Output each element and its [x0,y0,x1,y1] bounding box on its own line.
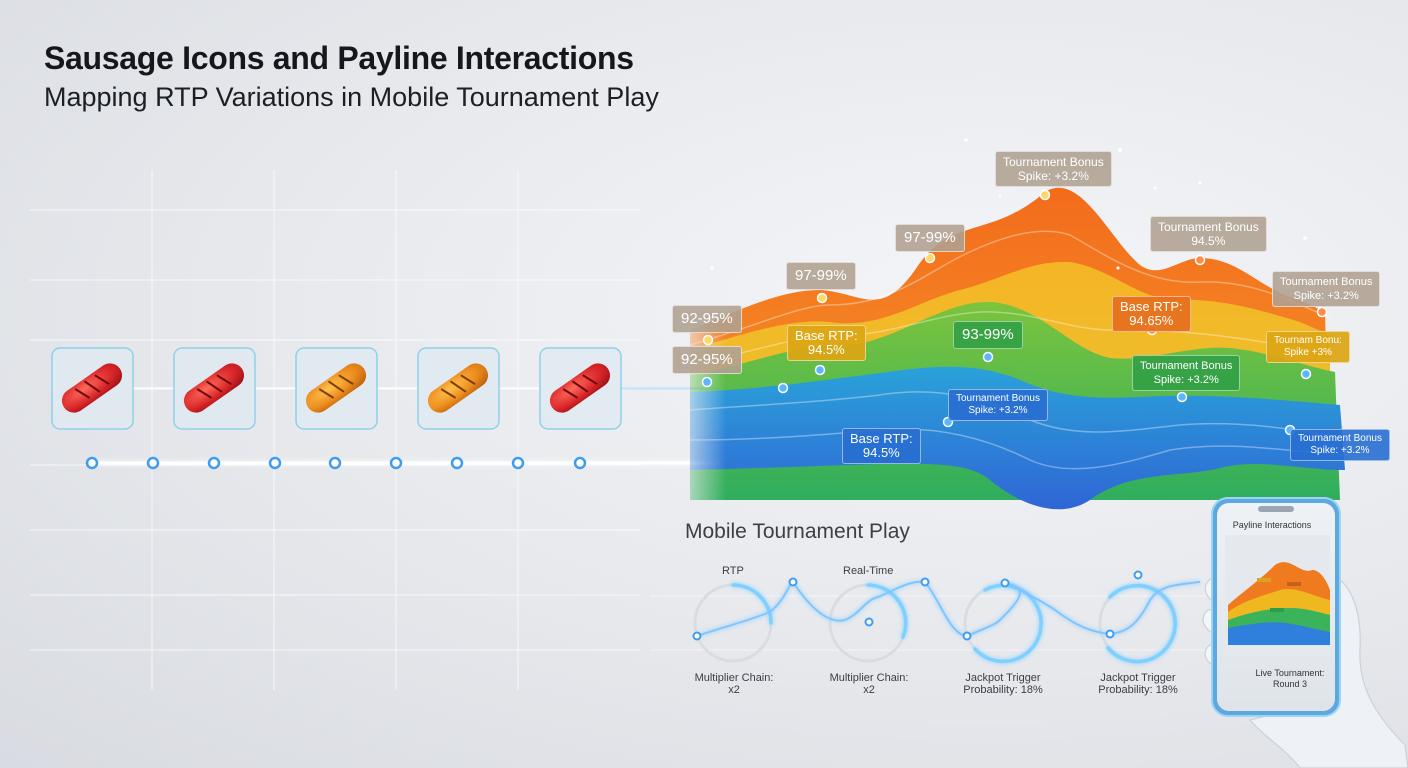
chart-marker [1194,254,1206,266]
gauge-node [1105,629,1115,639]
base-rtp-label: Base RTP: 94.5% [787,325,866,361]
gauge-node [864,617,874,627]
payline-node [268,456,282,470]
hand-illustration [1248,574,1408,768]
gauge-bottom-label: Jackpot Trigger Probability: 18% [1098,672,1178,696]
tournament-bonus-label: Tournament Bonus 94.5% [1150,216,1267,252]
base-rtp-label: Base RTP: 94.5% [842,428,921,464]
phone-screen-footer: Live Tournament: Round 3 [1255,668,1325,689]
gauge-node [692,631,702,641]
gauge-bottom-label: Multiplier Chain: x2 [694,672,774,696]
tournament-bonus-label: Tournament Bonus Spike: +3.2% [1272,271,1381,307]
reel-tiles [51,347,622,430]
chart-marker [982,351,994,363]
payline-node [389,456,403,470]
background-grid [30,170,640,690]
gauge-section [650,570,1230,664]
rtp-range-label: 92-95% [672,305,742,333]
chart-marker [1316,306,1328,318]
chart-marker [924,252,936,264]
rtp-range-label: 92-95% [672,346,742,374]
wave-band-blue [690,366,1345,510]
payline-node [146,456,160,470]
gauge-node [788,577,798,587]
gauge-node [1000,578,1010,588]
reel-tile [51,347,134,430]
chart-marker [701,376,713,388]
sausage-red-icon [61,363,123,413]
mobile-section-title: Mobile Tournament Play [685,520,910,543]
payline-node [511,456,525,470]
gauge-node [920,577,930,587]
chart-marker [777,382,789,394]
gauge-bottom-label: Multiplier Chain: x2 [829,672,909,696]
chart-marker [1039,189,1051,201]
tournament-bonus-label: Tournament Bonus Spike: +3.2% [1290,429,1390,461]
chart-marker [814,364,826,376]
phone-mini-chart [1225,535,1330,655]
chart-marker [816,292,828,304]
base-rtp-label: Base RTP: 94.65% [1112,296,1191,332]
rtp-range-label: 97-99% [786,262,856,290]
gauge-node [1133,570,1143,580]
payline-node [573,456,587,470]
gauge-top-label: RTP [722,565,744,577]
phone-screen-title: Payline Interactions [1232,520,1312,530]
tournament-bonus-label: Tournam Bonu: Spike +3% [1266,331,1350,363]
gauge-bottom-label: Jackpot Trigger Probability: 18% [963,672,1043,696]
hand-holding-phone [1202,497,1408,768]
sausage-red-icon [183,363,245,413]
tournament-bonus-label: Tournament Bonus Spike: +3.2% [948,389,1048,421]
tournament-bonus-label: Tournament Bonus Spike: +3.2% [995,151,1112,187]
sausage-red-icon [549,363,611,413]
gauge-node [962,631,972,641]
payline-node [450,456,464,470]
sausage-orange-icon [427,363,489,413]
reel-tile [295,347,378,430]
chart-marker [702,334,714,346]
tournament-bonus-label: Tournament Bonus Spike: +3.2% [1132,355,1241,391]
page-subtitle: Mapping RTP Variations in Mobile Tournam… [44,82,659,112]
sausage-orange-icon [305,363,367,413]
chart-marker [1176,391,1188,403]
chart-marker [1300,368,1312,380]
gauge-signal-line [696,580,1201,638]
rtp-range-label: 93-99% [953,321,1023,349]
rtp-range-label: 97-99% [895,224,965,252]
payline-node [207,456,221,470]
page-title: Sausage Icons and Payline Interactions [44,40,634,76]
payline-node [85,456,99,470]
reel-tile [173,347,256,430]
payline-node [328,456,342,470]
gauge-top-label: Real-Time [843,565,894,577]
reel-tile [539,347,622,430]
phone-icon [1211,497,1341,717]
reel-tile [417,347,500,430]
